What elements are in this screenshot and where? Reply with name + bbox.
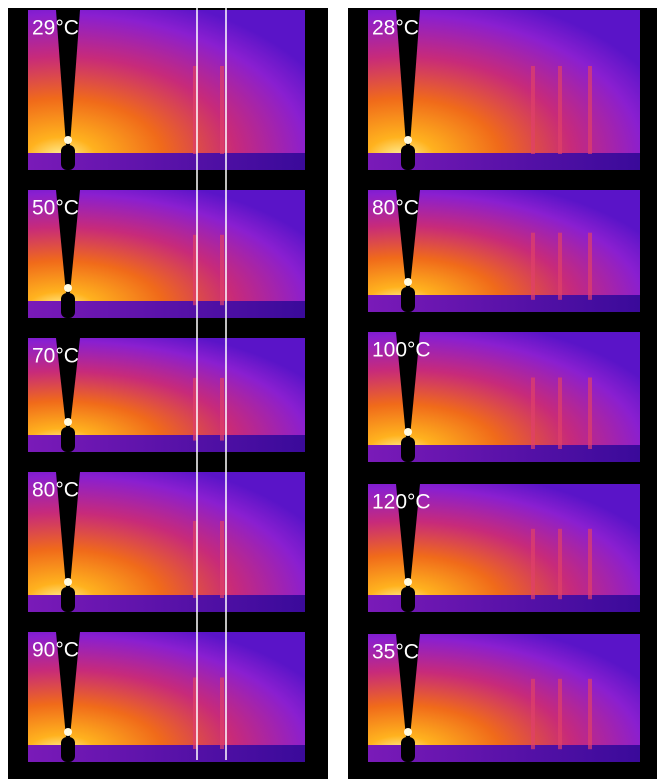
diffraction-peak <box>531 529 535 599</box>
direct-beam <box>64 136 72 144</box>
detector-panel: 35°C <box>368 634 640 762</box>
diffraction-peak <box>588 529 592 599</box>
beamstop <box>401 437 415 462</box>
direct-beam <box>404 136 412 144</box>
temperature-label: 50°C <box>32 197 79 220</box>
detector-panel: 29°C <box>28 10 305 170</box>
beamstop <box>401 145 415 170</box>
beamstop <box>61 737 75 762</box>
diffraction-peak <box>558 679 562 749</box>
temperature-label: 120°C <box>372 491 431 514</box>
diffraction-peak <box>531 66 535 154</box>
beamstop <box>61 427 75 452</box>
detector-panel: 80°C <box>28 472 305 612</box>
detector-panel: 28°C <box>368 10 640 170</box>
detector-panel: 70°C <box>28 338 305 452</box>
diffraction-peak <box>558 233 562 300</box>
detector-panel: 100°C <box>368 332 640 462</box>
page: 29°C 50°C 70°C 80°C 90°C 28°C 80°C 100°C 120°C 35… <box>0 0 657 779</box>
detector-panel: 80°C <box>368 190 640 312</box>
direct-beam <box>64 578 72 586</box>
direct-beam <box>404 728 412 736</box>
diffraction-peak <box>588 378 592 450</box>
diffraction-peak <box>588 679 592 749</box>
diffraction-peak <box>220 66 224 154</box>
beamstop <box>61 293 75 318</box>
temperature-label: 28°C <box>372 17 419 40</box>
direct-beam <box>404 278 412 286</box>
beamstop <box>61 145 75 170</box>
temperature-label: 90°C <box>32 639 79 662</box>
diffraction-peak <box>558 66 562 154</box>
diffraction-peak <box>531 679 535 749</box>
direct-beam <box>404 428 412 436</box>
beamstop <box>401 587 415 612</box>
direct-beam <box>404 578 412 586</box>
temperature-label: 29°C <box>32 17 79 40</box>
diffraction-peak <box>220 235 224 305</box>
direct-beam <box>64 728 72 736</box>
diffraction-peak <box>588 233 592 300</box>
figure: 29°C 50°C 70°C 80°C 90°C 28°C 80°C 100°C 120°C 35… <box>0 0 657 779</box>
diffraction-peak <box>588 66 592 154</box>
diffraction-peak <box>220 678 224 750</box>
diffraction-peak <box>220 378 224 441</box>
detector-panel: 50°C <box>28 190 305 318</box>
diffraction-peak <box>531 378 535 450</box>
temperature-label: 35°C <box>372 641 419 664</box>
temperature-label: 80°C <box>372 197 419 220</box>
diffraction-peak <box>531 233 535 300</box>
detector-panel: 90°C <box>28 632 305 762</box>
temperature-label: 70°C <box>32 345 79 368</box>
panels: 29°C 50°C 70°C 80°C 90°C 28°C 80°C 100°C 120°C 35… <box>28 10 640 762</box>
detector-panel: 120°C <box>368 484 640 612</box>
beamstop <box>61 587 75 612</box>
temperature-label: 100°C <box>372 339 431 362</box>
diffraction-peak <box>558 378 562 450</box>
beamstop <box>401 737 415 762</box>
diffraction-peak <box>558 529 562 599</box>
temperature-label: 80°C <box>32 479 79 502</box>
beamstop <box>401 287 415 312</box>
direct-beam <box>64 284 72 292</box>
diffraction-peak <box>220 521 224 598</box>
direct-beam <box>64 418 72 426</box>
